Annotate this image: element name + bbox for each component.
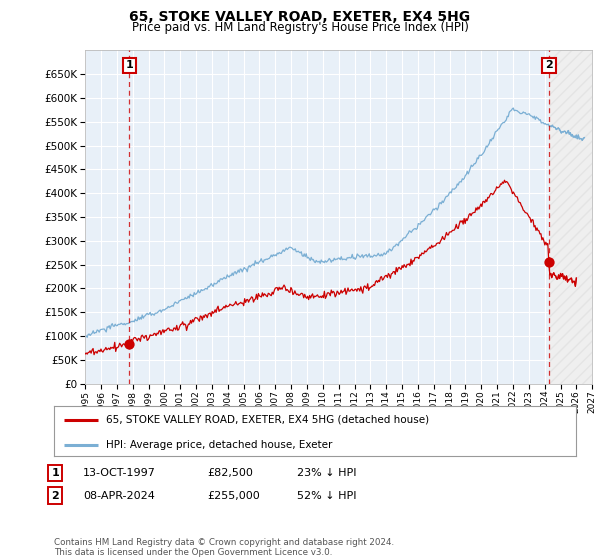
Text: 1: 1 [52,468,59,478]
Point [125,340,134,349]
Text: HPI: Average price, detached house, Exeter: HPI: Average price, detached house, Exet… [106,440,332,450]
Text: 2: 2 [52,491,59,501]
Text: 52% ↓ HPI: 52% ↓ HPI [297,491,356,501]
Bar [549,50,600,384]
Text: 1: 1 [125,60,133,71]
Text: Contains HM Land Registry data © Crown copyright and database right 2024.
This d: Contains HM Land Registry data © Crown c… [54,538,394,557]
Text: 65, STOKE VALLEY ROAD, EXETER, EX4 5HG: 65, STOKE VALLEY ROAD, EXETER, EX4 5HG [130,10,470,24]
Text: 2: 2 [545,60,553,71]
Text: 23% ↓ HPI: 23% ↓ HPI [297,468,356,478]
Text: 13-OCT-1997: 13-OCT-1997 [83,468,155,478]
Text: 08-APR-2024: 08-APR-2024 [83,491,155,501]
Point [544,258,554,267]
Text: £255,000: £255,000 [207,491,260,501]
Text: £82,500: £82,500 [207,468,253,478]
Text: 65, STOKE VALLEY ROAD, EXETER, EX4 5HG (detached house): 65, STOKE VALLEY ROAD, EXETER, EX4 5HG (… [106,414,430,424]
Text: Price paid vs. HM Land Registry's House Price Index (HPI): Price paid vs. HM Land Registry's House … [131,21,469,34]
Bar [549,50,600,384]
